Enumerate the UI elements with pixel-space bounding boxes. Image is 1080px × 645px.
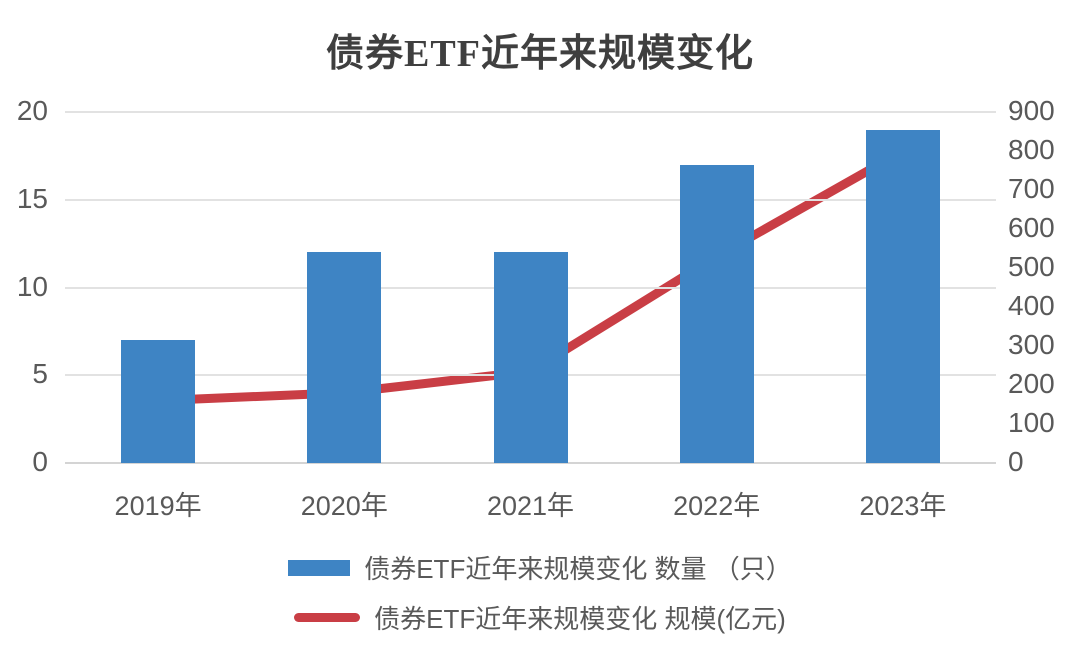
gridline bbox=[65, 111, 996, 113]
line-series-swatch bbox=[294, 613, 361, 622]
left-axis-tick-label: 10 bbox=[16, 270, 48, 302]
x-axis-label-2019年: 2019年 bbox=[114, 491, 202, 521]
right-axis-tick-label: 700 bbox=[1008, 173, 1055, 204]
right-axis-tick-label: 500 bbox=[1008, 251, 1055, 282]
chart-title: 债券ETF近年来规模变化 bbox=[326, 33, 754, 75]
bar-series-swatch bbox=[288, 559, 351, 576]
legend: 债券ETF近年来规模变化 数量 （只） 债券ETF近年来规模变化 规模(亿元) bbox=[0, 549, 1080, 636]
left-axis-tick-label: 5 bbox=[32, 358, 48, 390]
gridline bbox=[65, 198, 996, 201]
x-axis-label-2022年: 2022年 bbox=[673, 491, 761, 521]
legend-item-bar-series: 债券ETF近年来规模变化 数量 （只） bbox=[288, 549, 792, 586]
x-axis-label-2020年: 2020年 bbox=[300, 491, 388, 521]
gridline bbox=[65, 462, 996, 464]
right-axis-tick-label: 0 bbox=[1008, 446, 1024, 477]
right-axis-tick-label: 400 bbox=[1008, 290, 1055, 321]
right-axis-tick-label: 800 bbox=[1008, 134, 1055, 165]
x-axis-label-2023年: 2023年 bbox=[859, 491, 947, 521]
x-axis-label-2021年: 2021年 bbox=[486, 491, 575, 521]
right-axis-tick-label: 900 bbox=[1008, 95, 1055, 126]
bar-2023年 bbox=[865, 129, 940, 463]
right-axis-tick-label: 600 bbox=[1008, 212, 1055, 243]
right-axis-tick-label: 300 bbox=[1008, 329, 1055, 360]
legend-label-bar-series: 债券ETF近年来规模变化 数量 （只） bbox=[364, 554, 792, 584]
legend-item-line-series: 债券ETF近年来规模变化 规模(亿元) bbox=[294, 599, 786, 636]
bar-2022年 bbox=[679, 164, 754, 463]
left-axis-tick-label: 20 bbox=[16, 95, 48, 126]
left-axis-tick-label: 15 bbox=[16, 182, 48, 214]
bar-2020年 bbox=[307, 252, 382, 463]
left-axis-tick-label: 0 bbox=[32, 446, 48, 477]
right-axis-tick-label: 100 bbox=[1008, 407, 1055, 438]
right-axis-tick-label: 200 bbox=[1008, 368, 1055, 399]
bar-2021年 bbox=[493, 252, 568, 463]
bar-2019年 bbox=[121, 340, 196, 463]
legend-label-line-series: 债券ETF近年来规模变化 规模(亿元) bbox=[374, 604, 786, 634]
